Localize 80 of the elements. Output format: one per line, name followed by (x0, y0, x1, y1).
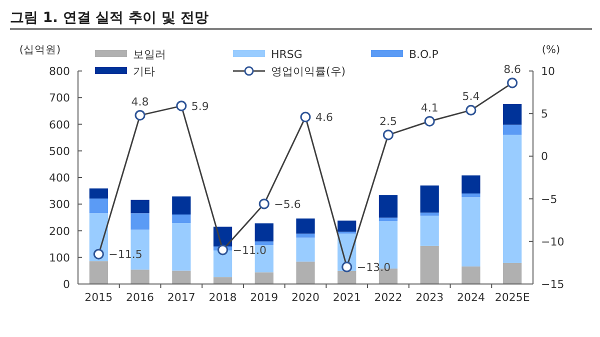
bar (254, 223, 274, 242)
bar (296, 218, 315, 234)
bar (172, 196, 191, 215)
bar (172, 223, 191, 271)
bar (130, 200, 150, 214)
bar (462, 175, 480, 194)
bar (462, 197, 480, 266)
data-label: 4.6 (316, 111, 333, 124)
y-tick-label: 700 (49, 92, 70, 105)
data-label: 4.8 (131, 95, 149, 108)
y-tick-label: 300 (49, 198, 70, 212)
x-tick-label: 2017 (167, 291, 196, 304)
bar (296, 238, 315, 262)
x-tick-label: 2018 (208, 291, 237, 304)
data-label: 5.9 (191, 100, 209, 113)
y-tick-label: 600 (49, 118, 70, 132)
y-axis-title: (십억원) (19, 44, 61, 56)
y2-tick-label: 10 (541, 65, 555, 78)
bar (172, 270, 191, 284)
legend-label: 기타 (133, 65, 155, 78)
legend-label: B.O.P (409, 48, 439, 61)
bar (89, 261, 108, 284)
bar (130, 270, 150, 284)
chart-title: 그림 1. 연결 실적 추이 및 전망 (10, 10, 208, 26)
data-label: 4.1 (420, 101, 438, 114)
y-tick-label: 0 (63, 278, 70, 291)
y2-tick-label: −10 (541, 235, 564, 248)
y2-axis-title: (%) (542, 44, 560, 56)
legend-label: 영업이익률(우) (271, 65, 346, 78)
x-tick-label: 2024 (456, 291, 485, 304)
y2-tick-label: −5 (541, 192, 558, 206)
bar (503, 104, 522, 125)
data-label: −11.5 (108, 248, 142, 262)
bar (213, 250, 232, 278)
y2-tick-label: −15 (541, 278, 564, 291)
bar (420, 246, 439, 284)
bar (89, 188, 108, 199)
bar (420, 212, 439, 216)
bar (462, 193, 480, 198)
y-tick-label: 800 (49, 65, 70, 78)
bar (172, 214, 191, 224)
bar (296, 234, 315, 238)
x-tick-label: 2021 (332, 291, 361, 304)
bar (338, 270, 356, 284)
bar (213, 277, 232, 284)
data-label: 2.5 (379, 114, 397, 128)
bar (462, 266, 480, 284)
bar (130, 213, 150, 230)
bar (503, 124, 522, 135)
y-tick-label: 500 (49, 144, 70, 158)
bar (420, 216, 439, 246)
bar (296, 262, 315, 284)
x-tick-label: 2019 (250, 291, 278, 304)
bar (254, 272, 274, 284)
data-label: −13.0 (356, 260, 391, 274)
y-tick-label: 400 (49, 172, 70, 184)
legend-label: 보일러 (133, 48, 166, 61)
data-label: 5.4 (462, 90, 480, 104)
data-label: −5.6 (274, 198, 301, 211)
data-label: −11.0 (232, 244, 266, 257)
bar (420, 185, 439, 213)
bar (503, 262, 522, 284)
bar (503, 134, 522, 263)
y-tick-label: 100 (49, 251, 70, 264)
y2-tick-label: 5 (541, 108, 548, 121)
bar (89, 198, 108, 214)
y-tick-label: 200 (49, 224, 70, 238)
y2-tick-label: 0 (541, 150, 548, 164)
data-label: 8.6 (504, 62, 522, 76)
bar (338, 220, 356, 232)
bar (378, 218, 398, 222)
x-tick-label: 2020 (292, 291, 320, 304)
x-tick-label: 2025E (494, 291, 530, 304)
x-tick-label: 2022 (374, 291, 402, 304)
bar (378, 195, 398, 218)
x-tick-label: 2016 (126, 291, 154, 304)
x-tick-label: 2023 (416, 291, 444, 304)
bar (254, 241, 274, 246)
legend-label: HRSG (271, 48, 302, 61)
x-tick-label: 2015 (84, 291, 113, 304)
